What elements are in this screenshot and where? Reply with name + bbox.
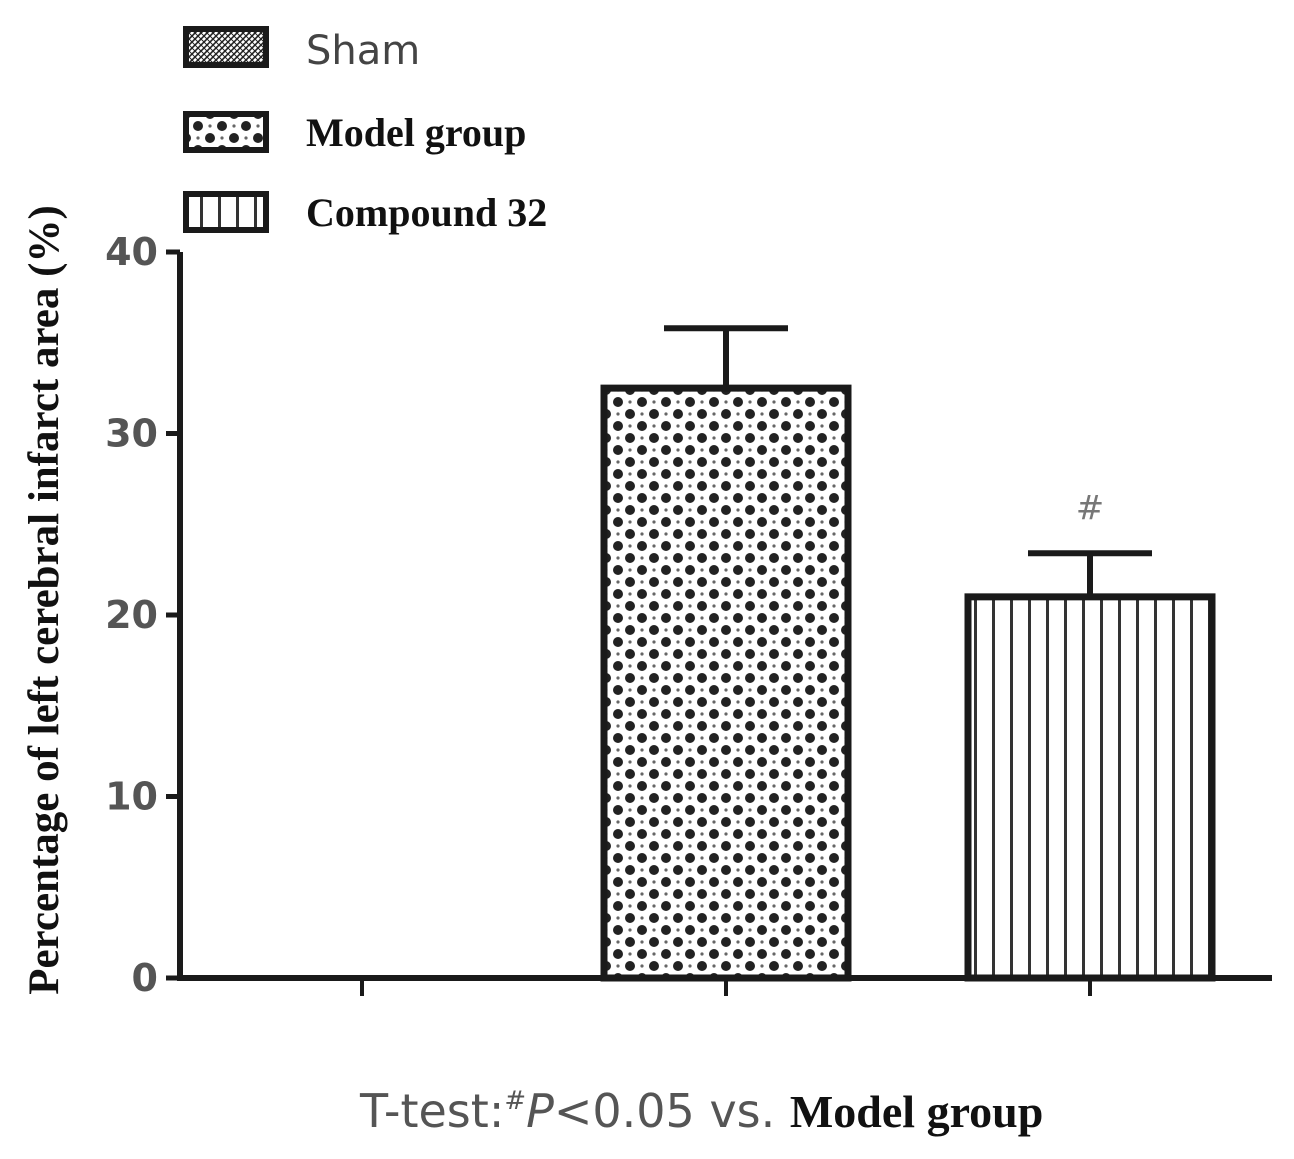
annotations: # [1076, 488, 1105, 528]
footnote-superscript: # [504, 1086, 526, 1116]
footnote-prefix: T-test: [359, 1084, 504, 1138]
error-bars [664, 325, 1152, 597]
legend-swatch-compound-32 [183, 191, 269, 233]
y-tick-label: 30 [105, 412, 158, 456]
footnote-p: P [526, 1084, 554, 1138]
legend-item-model-group: Model group [183, 110, 526, 155]
legend-label-model-group: Model group [306, 110, 526, 155]
bar-model-group [600, 384, 852, 982]
bars [600, 384, 1216, 982]
legend-swatch-model-group [183, 111, 269, 153]
legend-swatch-sham [183, 26, 269, 68]
footnote-reference: Model group [790, 1086, 1043, 1137]
y-tick-label: 40 [105, 230, 158, 274]
significance-marker: # [1076, 488, 1105, 528]
footnote: T-test:#P<0.05 vs. Model group [359, 1084, 1043, 1138]
y-axis-ticks: 0 10 20 30 40 [105, 230, 180, 1000]
legend-label-sham: Sham [306, 28, 420, 74]
legend: Sham Model group Compound 32 [183, 26, 547, 235]
y-tick-label: 10 [105, 775, 158, 819]
y-axis-title: Percentage of left cerebral infarct area… [21, 205, 68, 995]
legend-item-sham: Sham [183, 26, 420, 74]
y-tick-label: 20 [105, 593, 158, 637]
bar-compound-32 [964, 593, 1216, 982]
legend-label-compound-32: Compound 32 [306, 190, 547, 235]
footnote-condition: <0.05 vs. [554, 1084, 790, 1138]
legend-item-compound-32: Compound 32 [183, 190, 547, 235]
y-tick-label: 0 [132, 956, 158, 1000]
